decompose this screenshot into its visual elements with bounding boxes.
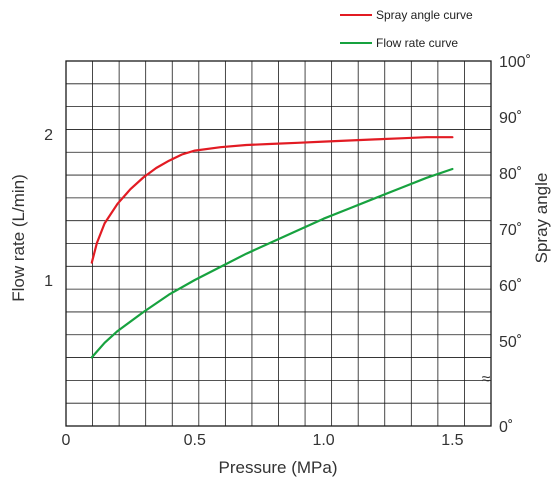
flow-rate-curve	[90, 167, 454, 359]
y-right-tick-label: 60˚	[499, 278, 522, 295]
y-left-tick-label: 1	[44, 273, 53, 290]
x-tick-label: 1.0	[312, 432, 334, 449]
y-axis-right-title: Spray angle	[532, 173, 551, 264]
y-left-tick-label: 2	[44, 127, 53, 144]
legend-label-flow-rate: Flow rate curve	[376, 36, 458, 50]
y-right-tick-label: 0˚	[499, 419, 513, 436]
x-tick-label: 0.5	[184, 432, 206, 449]
y-right-tick-label: 90˚	[499, 110, 522, 127]
chart-series	[90, 136, 454, 359]
x-axis-title: Pressure (MPa)	[218, 458, 337, 477]
legend: Spray angle curve Flow rate curve	[340, 8, 473, 50]
plot-frame	[65, 60, 492, 427]
y-right-tick-label: 80˚	[499, 166, 522, 183]
spray-angle-curve	[90, 136, 454, 264]
y-right-tick-label: 70˚	[499, 222, 522, 239]
x-tick-label: 1.5	[441, 432, 463, 449]
legend-label-spray-angle: Spray angle curve	[376, 8, 473, 22]
chart-ticks: 0 0.5 1.0 1.5 1 2 0˚ 50˚ 60˚ 70˚ 80˚ 90˚ 100˚	[44, 54, 531, 449]
y-axis-break-symbol: ≈	[482, 371, 491, 388]
chart-grid	[66, 61, 491, 426]
y-axis-left-title: Flow rate (L/min)	[9, 174, 28, 302]
y-right-tick-label: 100˚	[499, 54, 531, 71]
y-right-tick-label: 50˚	[499, 334, 522, 351]
x-tick-label: 0	[62, 432, 71, 449]
